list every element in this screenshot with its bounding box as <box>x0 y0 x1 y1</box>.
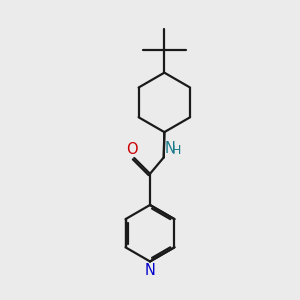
Text: N: N <box>145 263 155 278</box>
Text: N: N <box>164 141 175 156</box>
Text: O: O <box>126 142 138 157</box>
Text: H: H <box>172 144 182 158</box>
